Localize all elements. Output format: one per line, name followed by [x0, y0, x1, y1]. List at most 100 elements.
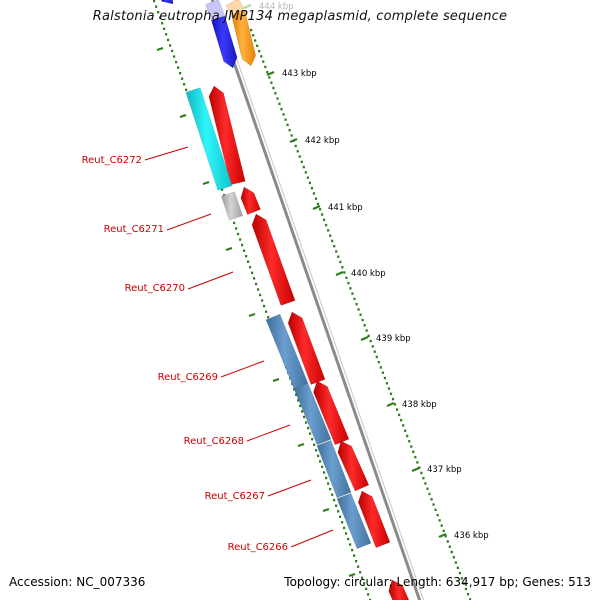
kbp-tick-label: 436 kbp — [454, 531, 489, 541]
inner-ruler-dot — [331, 493, 334, 496]
inner-ruler-dot — [349, 543, 352, 546]
inner-ruler-dot — [265, 310, 268, 313]
inner-ruler-dot — [181, 77, 184, 80]
inner-ruler-dot — [297, 399, 300, 402]
inner-tick-mark — [297, 443, 305, 447]
inner-ruler-dot — [241, 243, 244, 247]
outer-ruler-dot — [410, 445, 413, 448]
kbp-tick-mark — [243, 3, 252, 10]
outer-ruler-dot — [254, 39, 257, 42]
inner-ruler-dot — [153, 0, 156, 3]
outer-ruler-dot — [426, 487, 429, 490]
inner-ruler-dot — [321, 465, 324, 469]
outer-ruler-dot — [278, 102, 281, 106]
inner-ruler-dot — [257, 288, 260, 291]
inner-ruler-dot — [317, 454, 320, 458]
feature-steel-6266 — [336, 492, 372, 550]
outer-ruler-dot — [306, 176, 309, 179]
inner-ruler-dot — [255, 282, 258, 286]
outer-ruler-dot — [393, 403, 397, 406]
inner-ruler-dot — [233, 221, 236, 225]
feature-cyan-6272 — [185, 87, 233, 191]
kbp-tick-mark — [438, 532, 447, 539]
inner-ruler-dot — [267, 315, 270, 319]
inner-ruler-dot — [161, 22, 164, 25]
inner-ruler-dot — [361, 576, 364, 580]
inner-ruler-dot — [155, 5, 158, 8]
gene-leader-line — [144, 146, 189, 161]
inner-ruler-dot — [325, 476, 328, 480]
inner-ruler-dot — [167, 38, 170, 42]
feature-faded-blue — [205, 0, 225, 21]
inner-ruler-dot — [333, 498, 336, 502]
gene-leader-line — [220, 360, 265, 378]
inner-ruler-dot — [245, 254, 248, 258]
outer-ruler-dot — [353, 297, 356, 301]
outer-ruler-dot — [272, 86, 275, 90]
outer-ruler-dot — [280, 107, 283, 111]
gene-leader-line — [187, 271, 234, 290]
kbp-tick-label: 439 kbp — [376, 334, 411, 344]
inner-ruler-dot — [263, 304, 266, 308]
inner-ruler-dot — [311, 437, 314, 441]
inner-ruler-dot — [249, 266, 252, 269]
inner-ruler-dot — [159, 16, 162, 19]
feature-red-6270 — [251, 213, 296, 306]
outer-ruler-dot — [282, 113, 285, 116]
kbp-tick-mark — [266, 70, 275, 77]
backbone-shadow-line — [215, 0, 426, 604]
outer-ruler-dot — [355, 302, 358, 306]
kbp-tick-label: 437 kbp — [427, 465, 462, 475]
outer-ruler-dot — [428, 492, 431, 496]
inner-tick-mark — [225, 247, 233, 251]
outer-ruler-dot — [412, 450, 415, 454]
inner-ruler-dot — [353, 554, 356, 557]
inner-ruler-dot — [175, 60, 178, 64]
outer-ruler-dot — [375, 355, 378, 359]
feature-red-6271 — [240, 186, 261, 215]
outer-ruler-dot — [468, 598, 472, 601]
feature-gray-6271 — [220, 191, 244, 221]
outer-ruler-dot — [365, 329, 368, 332]
outer-ruler-dot — [464, 587, 468, 591]
feature-red-6272 — [208, 85, 246, 186]
kbp-tick-mark — [411, 466, 420, 473]
outer-ruler-dot — [312, 192, 316, 195]
inner-ruler-dot — [363, 582, 366, 585]
outer-ruler-dot — [345, 276, 348, 280]
outer-ruler-dot — [320, 213, 324, 216]
outer-ruler-dot — [367, 334, 370, 338]
inner-ruler-dot — [337, 510, 340, 513]
inner-ruler-dot — [177, 66, 180, 69]
outer-ruler-dot — [268, 76, 271, 79]
outer-ruler-dot — [400, 418, 403, 422]
feature-faded-orange — [225, 0, 245, 17]
kbp-tick-mark — [386, 401, 395, 408]
outer-ruler-dot — [264, 65, 267, 69]
outer-ruler-dot — [331, 239, 334, 243]
inner-ruler-dot — [305, 421, 308, 424]
outer-ruler-dot — [391, 397, 395, 401]
outer-ruler-dot — [329, 234, 332, 237]
outer-ruler-dot — [466, 592, 470, 596]
outer-ruler-dot — [252, 34, 255, 37]
inner-tick-mark — [322, 508, 330, 512]
outer-ruler-dot — [357, 308, 360, 311]
inner-ruler-dot — [327, 482, 330, 485]
outer-ruler-dot — [318, 208, 322, 211]
inner-ruler-dot — [223, 193, 226, 197]
gene-label: Reut_C6271 — [104, 224, 164, 235]
inner-ruler-dot — [261, 299, 264, 302]
kbp-tick-label: 444 kbp — [259, 2, 294, 12]
feature-blue — [210, 15, 238, 69]
inner-ruler-dot — [303, 415, 306, 419]
outer-ruler-dot — [341, 266, 344, 269]
outer-ruler-dot — [389, 392, 393, 396]
outer-ruler-dot — [335, 250, 338, 253]
feature-steel-6267 — [316, 439, 352, 499]
gene-label: Reut_C6266 — [228, 542, 288, 553]
outer-ruler-dot — [258, 49, 261, 53]
outer-ruler-dot — [402, 424, 405, 427]
outer-ruler-dot — [314, 197, 318, 200]
